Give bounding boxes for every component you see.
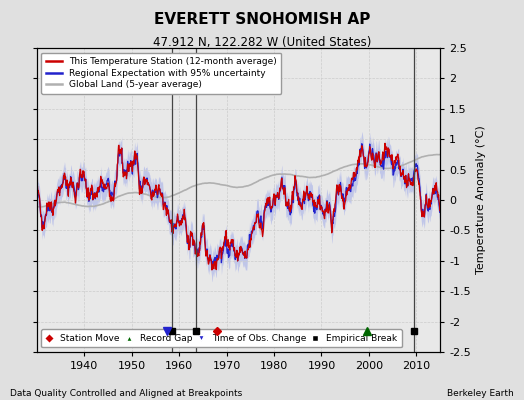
Text: EVERETT SNOHOMISH AP: EVERETT SNOHOMISH AP bbox=[154, 12, 370, 27]
Legend: Station Move, Record Gap, Time of Obs. Change, Empirical Break: Station Move, Record Gap, Time of Obs. C… bbox=[41, 330, 402, 348]
Text: Berkeley Earth: Berkeley Earth bbox=[447, 389, 514, 398]
Y-axis label: Temperature Anomaly (°C): Temperature Anomaly (°C) bbox=[476, 126, 486, 274]
Text: Data Quality Controlled and Aligned at Breakpoints: Data Quality Controlled and Aligned at B… bbox=[10, 389, 243, 398]
Text: 47.912 N, 122.282 W (United States): 47.912 N, 122.282 W (United States) bbox=[153, 36, 371, 49]
